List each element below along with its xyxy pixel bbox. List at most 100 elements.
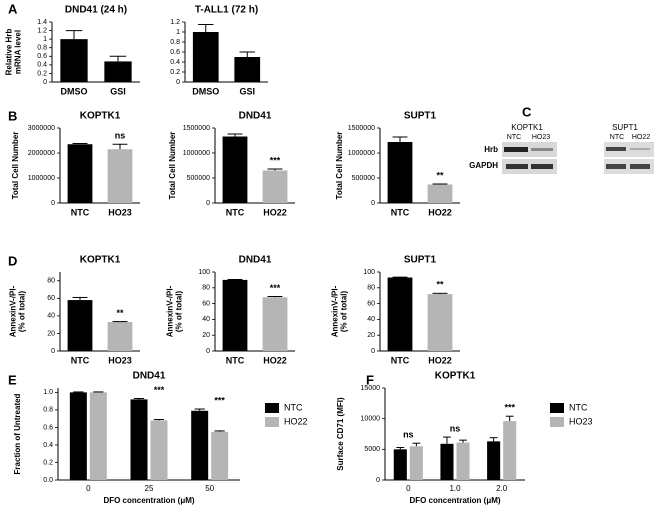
legend-swatch [265, 417, 279, 427]
y-axis-label: AnnexinV-/PI- [331, 285, 340, 337]
blot-row: GAPDH [469, 161, 498, 170]
y-tick-label: 0 [43, 79, 47, 86]
bar [440, 443, 454, 480]
blot-band [606, 147, 626, 151]
y-axis-label: mRNA level [14, 30, 23, 74]
blot-band [531, 148, 553, 151]
x-tick-label: HO23 [108, 355, 132, 365]
panel-letter: E [8, 372, 17, 387]
error-bar [239, 51, 255, 57]
bar [130, 399, 148, 480]
bar [107, 322, 133, 351]
bar [262, 297, 288, 351]
significance-label: ns [403, 430, 414, 440]
x-tick-label: GSI [110, 86, 126, 96]
chart-title: DND41 [239, 255, 272, 266]
y-tick-label: 0.4 [170, 59, 180, 66]
x-tick-label: HO22 [428, 207, 452, 217]
blot-lane: HO22 [632, 134, 650, 141]
blot-row: Hrb [484, 145, 498, 154]
y-tick-label: 20 [202, 332, 210, 339]
significance-label: ** [436, 280, 444, 290]
y-tick-label: 60 [202, 300, 210, 307]
bar [503, 421, 517, 480]
bar [192, 32, 219, 82]
y-tick-label: 0 [206, 200, 210, 207]
significance-label: ** [436, 170, 444, 180]
legend-label: HO22 [284, 416, 308, 426]
x-axis-label: DFO concentration (μM) [409, 496, 500, 505]
y-tick-label: 20 [367, 332, 375, 339]
panel-letter: F [366, 372, 374, 387]
significance-label: *** [270, 155, 281, 165]
x-tick-label: DMSO [61, 86, 88, 96]
y-tick-label: 15000 [361, 385, 381, 392]
y-tick-label: 1.2 [170, 19, 180, 26]
legend-label: NTC [569, 402, 588, 412]
y-tick-label: 1500000 [348, 125, 375, 132]
western-blot: KOPTK1 SUPT1 NTC HO23 NTC HO22 Hrb GAPDH [469, 123, 654, 174]
x-tick-label: NTC [226, 207, 245, 217]
blot-group: KOPTK1 [511, 123, 543, 132]
blot-band [606, 164, 626, 169]
bar [89, 392, 107, 480]
chart-title: KOPTK1 [80, 111, 121, 122]
y-axis-label: AnnexinV-/PI- [166, 285, 175, 337]
bar [67, 300, 93, 351]
significance-label: *** [270, 283, 281, 293]
y-tick-label: 100 [198, 269, 210, 276]
error-bar [133, 398, 145, 400]
significance-label: ns [115, 131, 126, 141]
y-tick-label: 0.8 [170, 39, 180, 46]
y-tick-label: 0.6 [43, 424, 53, 431]
y-tick-label: 1.4 [37, 19, 47, 26]
y-tick-label: 0.2 [170, 69, 180, 76]
x-tick-label: 2.0 [496, 484, 508, 493]
x-tick-label: 25 [145, 484, 154, 493]
error-bar [432, 292, 448, 295]
blot-band [506, 164, 528, 169]
y-tick-label: 0 [371, 200, 375, 207]
y-axis-label: Surface CD71 (MFI) [336, 397, 345, 471]
blot-lane: NTC [507, 134, 521, 141]
error-bar [412, 442, 421, 447]
y-tick-label: 0.6 [170, 49, 180, 56]
error-bar [505, 415, 514, 422]
error-bar [153, 419, 165, 421]
error-bar [267, 168, 283, 171]
y-tick-label: 500000 [352, 175, 375, 182]
bar [211, 431, 229, 480]
blot-band [504, 147, 528, 152]
bar [387, 277, 413, 351]
x-tick-label: 0 [406, 484, 411, 493]
error-bar [396, 446, 405, 450]
y-tick-label: 80 [47, 278, 55, 285]
y-tick-label: 80 [367, 285, 375, 292]
error-bar [198, 24, 214, 32]
y-tick-label: 0.8 [43, 407, 53, 414]
x-tick-label: 0 [86, 484, 91, 493]
x-tick-label: HO22 [263, 207, 287, 217]
x-tick-label: 1.0 [449, 484, 461, 493]
error-bar [432, 183, 448, 185]
chart-title: DND41 (24 h) [65, 5, 127, 16]
chart-title: KOPTK1 [435, 371, 476, 382]
y-tick-label: 0 [206, 348, 210, 355]
error-bar [112, 143, 128, 150]
x-tick-label: NTC [391, 355, 410, 365]
legend-label: HO23 [569, 416, 593, 426]
y-tick-label: 5000 [364, 446, 380, 453]
chart-title: KOPTK1 [80, 255, 121, 266]
bar [387, 142, 413, 203]
y-axis-label: Relative Hrb [5, 29, 14, 76]
y-tick-label: 100 [363, 269, 375, 276]
y-tick-label: 0 [51, 348, 55, 355]
y-tick-label: 0 [376, 477, 380, 484]
error-bar [443, 436, 451, 444]
y-tick-label: 1 [43, 36, 47, 43]
y-tick-label: 0.4 [43, 442, 53, 449]
bar [69, 392, 87, 480]
error-bar [267, 295, 283, 298]
blot-strip [502, 142, 557, 157]
